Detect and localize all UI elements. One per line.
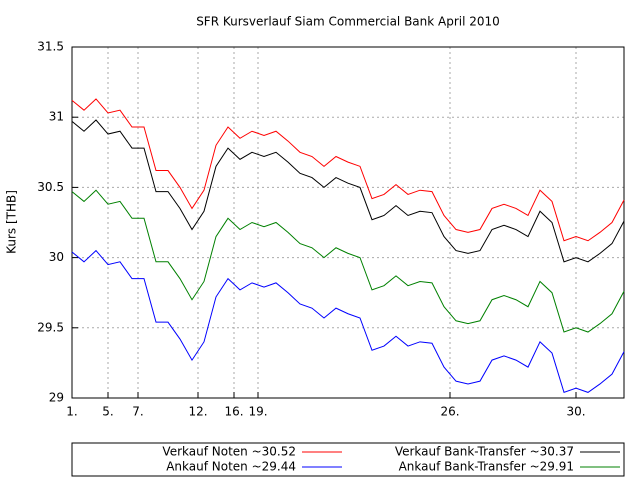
y-tick-label: 31.5 — [37, 40, 64, 54]
x-tick-label: 7. — [132, 405, 143, 419]
series-line — [71, 98, 625, 242]
x-tick-label: 26. — [440, 405, 459, 419]
y-tick-label: 30.5 — [37, 180, 64, 194]
legend-label: Verkauf Noten ~30.52 — [162, 445, 296, 459]
y-axis-label: Kurs [THB] — [5, 190, 19, 254]
x-tick-label: 19. — [248, 405, 267, 419]
x-tick-label: 5. — [102, 405, 113, 419]
plot-frame — [71, 46, 625, 399]
y-tick-label: 30 — [49, 250, 64, 264]
legend-label: Verkauf Bank-Transfer ~30.37 — [395, 445, 574, 459]
x-tick-label: 16. — [224, 405, 243, 419]
chart-title: SFR Kursverlauf Siam Commercial Bank Apr… — [196, 15, 500, 29]
series-line — [71, 249, 625, 394]
legend-box — [71, 442, 625, 477]
legend-label: Ankauf Bank-Transfer ~29.91 — [399, 460, 574, 474]
legend-label: Ankauf Noten ~29.44 — [166, 460, 296, 474]
series-line — [71, 119, 625, 263]
x-tick-label: 1. — [66, 405, 77, 419]
x-tick-label: 12. — [188, 405, 207, 419]
y-tick-label: 29.5 — [37, 320, 64, 334]
y-tick-label: 31 — [49, 110, 64, 124]
series-line — [71, 189, 625, 333]
y-tick-label: 29 — [49, 391, 64, 405]
x-tick-label: 30. — [566, 405, 585, 419]
